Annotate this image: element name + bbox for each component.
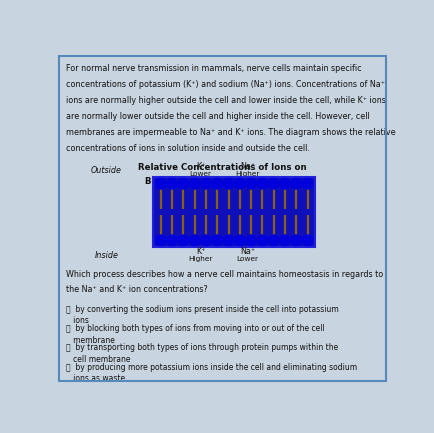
Circle shape: [155, 235, 166, 246]
Text: concentrations of ions in solution inside and outside the cell.: concentrations of ions in solution insid…: [66, 144, 310, 153]
Circle shape: [257, 235, 268, 246]
Circle shape: [223, 235, 234, 246]
Circle shape: [167, 178, 178, 189]
Circle shape: [268, 178, 279, 189]
Circle shape: [189, 178, 200, 189]
Circle shape: [246, 235, 256, 246]
Circle shape: [279, 178, 290, 189]
Text: Relative Concentrations of Ions on: Relative Concentrations of Ions on: [138, 163, 307, 172]
Circle shape: [178, 235, 189, 246]
Text: ions: ions: [66, 317, 89, 325]
Text: Lower: Lower: [237, 256, 259, 262]
Text: ions are normally higher outside the cell and lower inside the cell, while K⁺ io: ions are normally higher outside the cel…: [66, 96, 386, 105]
Circle shape: [234, 178, 245, 189]
Text: concentrations of potassium (K⁺) and sodium (Na⁺) ions. Concentrations of Na⁺: concentrations of potassium (K⁺) and sod…: [66, 80, 385, 89]
Circle shape: [212, 235, 223, 246]
Text: Ⓒ  by transporting both types of ions through protein pumps within the: Ⓒ by transporting both types of ions thr…: [66, 343, 338, 352]
Circle shape: [234, 235, 245, 246]
Circle shape: [189, 235, 200, 246]
Circle shape: [257, 178, 268, 189]
Text: K⁺: K⁺: [196, 247, 205, 256]
Circle shape: [268, 235, 279, 246]
Text: Ⓐ  by converting the sodium ions present inside the cell into potassium: Ⓐ by converting the sodium ions present …: [66, 305, 339, 313]
Text: are normally lower outside the cell and higher inside the cell. However, cell: are normally lower outside the cell and …: [66, 112, 370, 121]
Circle shape: [291, 178, 302, 189]
Text: the Na⁺ and K⁺ ion concentrations?: the Na⁺ and K⁺ ion concentrations?: [66, 285, 208, 294]
Circle shape: [155, 178, 166, 189]
Circle shape: [279, 235, 290, 246]
Circle shape: [212, 178, 223, 189]
Circle shape: [291, 235, 302, 246]
Bar: [154, 177, 315, 247]
Text: Ⓓ  by producing more potassium ions inside the cell and eliminating sodium: Ⓓ by producing more potassium ions insid…: [66, 363, 357, 372]
Text: For normal nerve transmission in mammals, nerve cells maintain specific: For normal nerve transmission in mammals…: [66, 64, 362, 73]
Text: ions as waste: ions as waste: [66, 375, 125, 383]
Text: Outside: Outside: [91, 166, 122, 175]
Text: Ⓑ  by blocking both types of ions from moving into or out of the cell: Ⓑ by blocking both types of ions from mo…: [66, 324, 325, 333]
Text: membranes are impermeable to Na⁺ and K⁺ ions. The diagram shows the relative: membranes are impermeable to Na⁺ and K⁺ …: [66, 128, 396, 137]
Text: Both Side of the Cell Membrane: Both Side of the Cell Membrane: [145, 177, 300, 186]
Circle shape: [246, 178, 256, 189]
Circle shape: [201, 178, 211, 189]
Circle shape: [178, 178, 189, 189]
Text: Which process describes how a nerve cell maintains homeostasis in regards to: Which process describes how a nerve cell…: [66, 270, 383, 279]
Circle shape: [302, 235, 313, 246]
Text: Na⁺: Na⁺: [240, 162, 255, 171]
Text: Na⁺: Na⁺: [240, 247, 255, 256]
Text: Inside: Inside: [95, 251, 118, 260]
Circle shape: [167, 235, 178, 246]
Text: Higher: Higher: [188, 256, 213, 262]
Text: Higher: Higher: [236, 171, 260, 178]
Circle shape: [223, 178, 234, 189]
Circle shape: [201, 235, 211, 246]
Text: membrane: membrane: [66, 336, 115, 345]
Text: K⁺: K⁺: [196, 162, 205, 171]
Circle shape: [302, 178, 313, 189]
Text: Lower: Lower: [190, 171, 211, 178]
Text: cell membrane: cell membrane: [66, 355, 131, 364]
